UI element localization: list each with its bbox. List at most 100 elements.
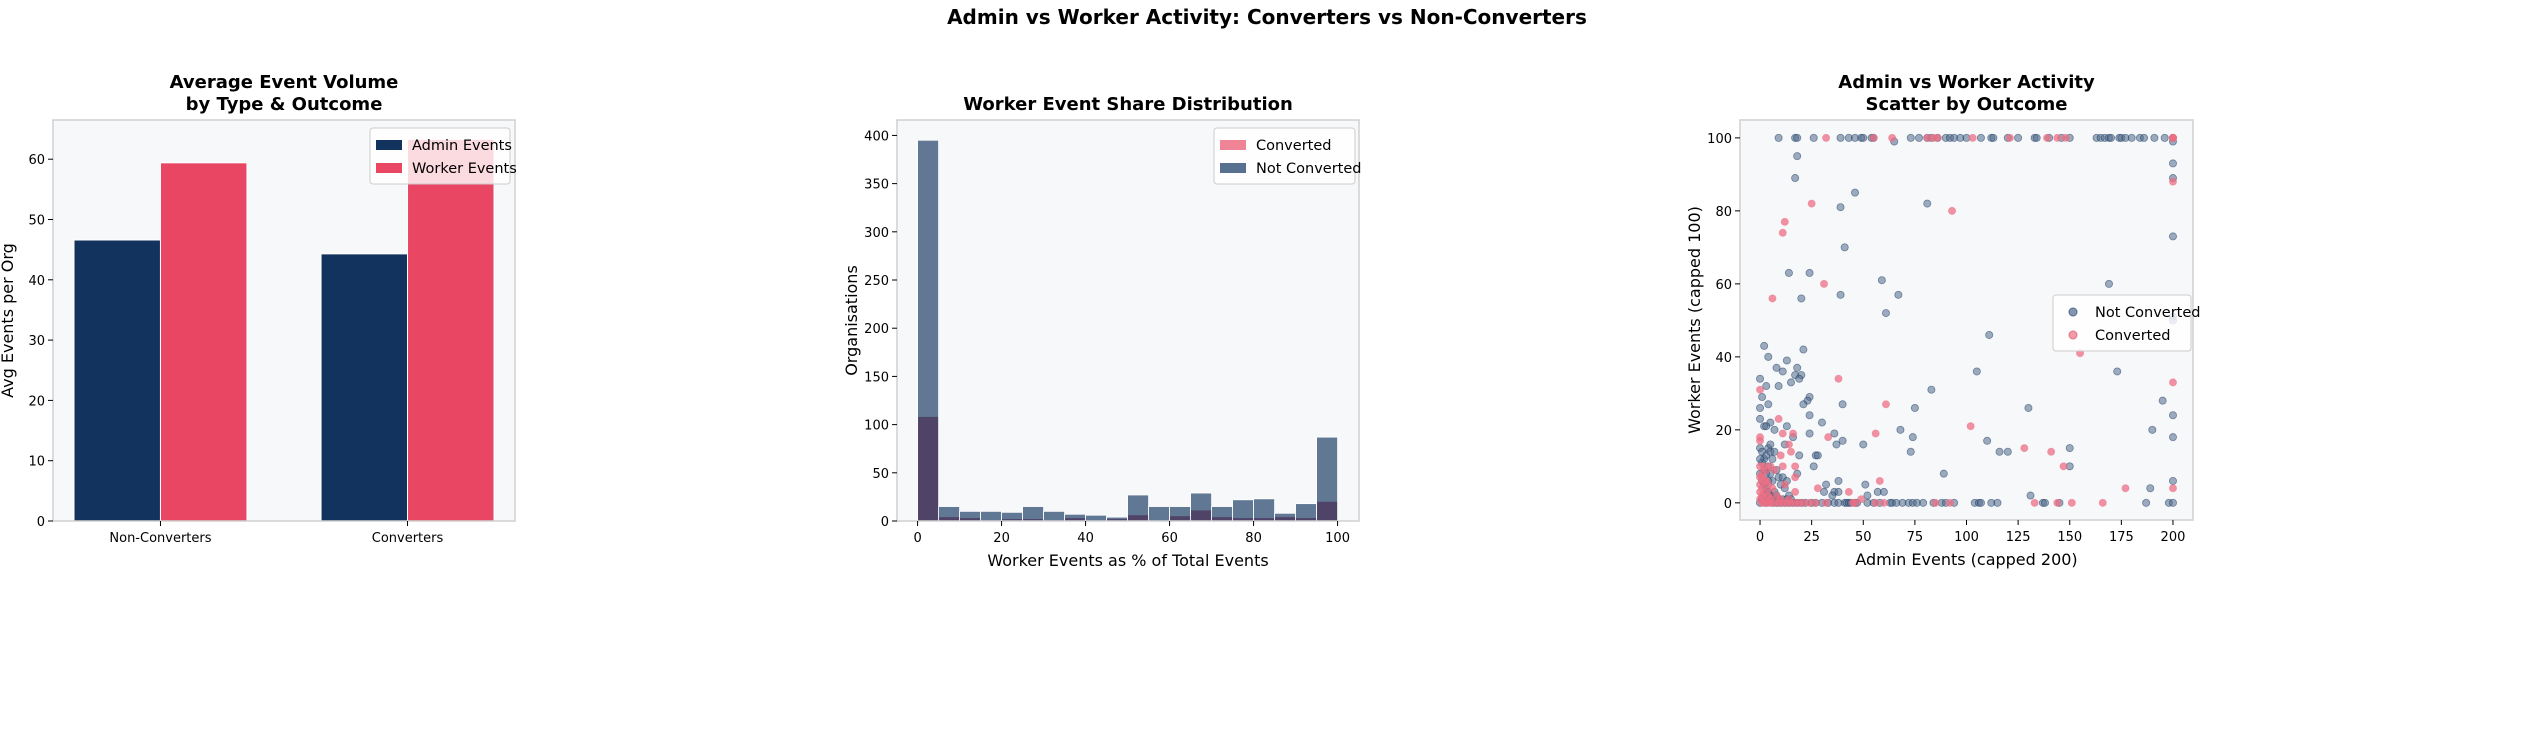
point-not-converted xyxy=(1989,133,1998,142)
point-converted xyxy=(1933,133,1942,142)
x-tick-label: 100 xyxy=(1954,530,1979,545)
y-axis-label: Organisations xyxy=(842,265,861,376)
hist-overlap-converted xyxy=(1107,519,1128,521)
x-tick-label: 60 xyxy=(1161,531,1178,546)
chart-title: by Type & Outcome xyxy=(186,94,383,115)
point-not-converted xyxy=(1820,487,1829,496)
hist-bar-not-converted xyxy=(980,510,1002,522)
point-converted xyxy=(1844,487,1853,496)
point-not-converted xyxy=(1861,480,1870,489)
point-not-converted xyxy=(2032,133,2041,142)
y-tick-label: 20 xyxy=(1715,424,1732,439)
y-tick-label: 0 xyxy=(881,515,889,530)
hist-overlap-converted xyxy=(1254,518,1275,521)
hist-overlap-converted xyxy=(960,518,981,521)
point-not-converted xyxy=(1838,436,1847,445)
point-not-converted xyxy=(1758,393,1767,402)
legend-box xyxy=(369,127,511,185)
point-converted xyxy=(2168,378,2177,387)
point-not-converted xyxy=(1985,330,1994,339)
point-not-converted xyxy=(1923,199,1932,208)
bar-worker-events xyxy=(159,162,248,522)
y-tick-label: 350 xyxy=(864,178,889,193)
axes-background xyxy=(897,120,1359,521)
point-converted xyxy=(1822,498,1831,507)
point-converted xyxy=(2168,484,2177,493)
point-not-converted xyxy=(1851,188,1860,197)
hist-overlap-converted xyxy=(1275,517,1296,521)
point-not-converted xyxy=(1795,374,1804,383)
point-not-converted xyxy=(1795,451,1804,460)
point-not-converted xyxy=(2160,133,2169,142)
point-not-converted xyxy=(2168,232,2177,241)
point-not-converted xyxy=(1764,352,1773,361)
point-not-converted xyxy=(1836,203,1845,212)
point-not-converted xyxy=(1786,378,1795,387)
x-tick-label: 50 xyxy=(1855,530,1872,545)
point-not-converted xyxy=(1838,400,1847,409)
point-converted xyxy=(1968,133,1977,142)
point-not-converted xyxy=(1799,400,1808,409)
point-converted xyxy=(1931,498,1940,507)
point-not-converted xyxy=(1784,268,1793,277)
point-not-converted xyxy=(1799,345,1808,354)
y-tick-label: 0 xyxy=(1724,497,1732,512)
y-tick-label: 20 xyxy=(28,394,45,409)
point-converted xyxy=(2020,444,2029,453)
point-not-converted xyxy=(2104,279,2113,288)
hist-overlap-converted xyxy=(1233,518,1254,521)
point-converted xyxy=(1774,414,1783,423)
point-not-converted xyxy=(1756,455,1765,464)
y-tick-label: 30 xyxy=(28,334,45,349)
hist-overlap-converted xyxy=(1296,518,1317,521)
x-tick-label: 0 xyxy=(913,531,921,546)
hist-bar-not-converted xyxy=(1085,514,1107,522)
point-converted xyxy=(2047,447,2056,456)
hist-overlap-converted xyxy=(918,416,939,521)
point-converted xyxy=(1768,294,1777,303)
point-not-converted xyxy=(2024,403,2033,412)
x-tick-label: 175 xyxy=(2109,530,2134,545)
point-converted xyxy=(1780,480,1789,489)
point-not-converted xyxy=(1774,133,1783,142)
point-not-converted xyxy=(1939,469,1948,478)
point-not-converted xyxy=(2113,367,2122,376)
point-not-converted xyxy=(1834,487,1843,496)
point-not-converted xyxy=(1805,268,1814,277)
legend-marker xyxy=(2068,330,2078,340)
y-tick-label: 0 xyxy=(37,515,45,530)
y-tick-label: 40 xyxy=(1715,351,1732,366)
point-not-converted xyxy=(1756,403,1765,412)
bar-admin-events xyxy=(320,253,409,522)
point-converted xyxy=(1966,422,1975,431)
point-converted xyxy=(1778,462,1787,471)
y-tick-label: 40 xyxy=(28,274,45,289)
legend-label: Worker Events xyxy=(412,161,517,177)
bar-worker-events xyxy=(407,138,495,522)
point-not-converted xyxy=(1972,367,1981,376)
point-not-converted xyxy=(1770,425,1779,434)
point-not-converted xyxy=(1840,243,1849,252)
legend-box xyxy=(2052,294,2192,352)
point-not-converted xyxy=(1908,433,1917,442)
point-not-converted xyxy=(1859,133,1868,142)
point-converted xyxy=(2030,498,2039,507)
point-not-converted xyxy=(1772,363,1781,372)
x-tick-label: 150 xyxy=(2057,530,2082,545)
point-not-converted xyxy=(2146,484,2155,493)
hist-overlap-converted xyxy=(1212,517,1233,521)
point-not-converted xyxy=(2065,444,2074,453)
point-converted xyxy=(1776,451,1785,460)
point-not-converted xyxy=(1927,385,1936,394)
point-converted xyxy=(2168,133,2177,142)
point-not-converted xyxy=(2168,498,2177,507)
point-not-converted xyxy=(1793,363,1802,372)
point-converted xyxy=(1888,133,1897,142)
hist-bar-not-converted xyxy=(1253,498,1275,522)
x-tick-label: 40 xyxy=(1077,531,1094,546)
legend-label: Not Converted xyxy=(2095,305,2200,321)
point-not-converted xyxy=(1976,133,1985,142)
point-not-converted xyxy=(1817,418,1826,427)
y-tick-label: 10 xyxy=(28,455,45,470)
